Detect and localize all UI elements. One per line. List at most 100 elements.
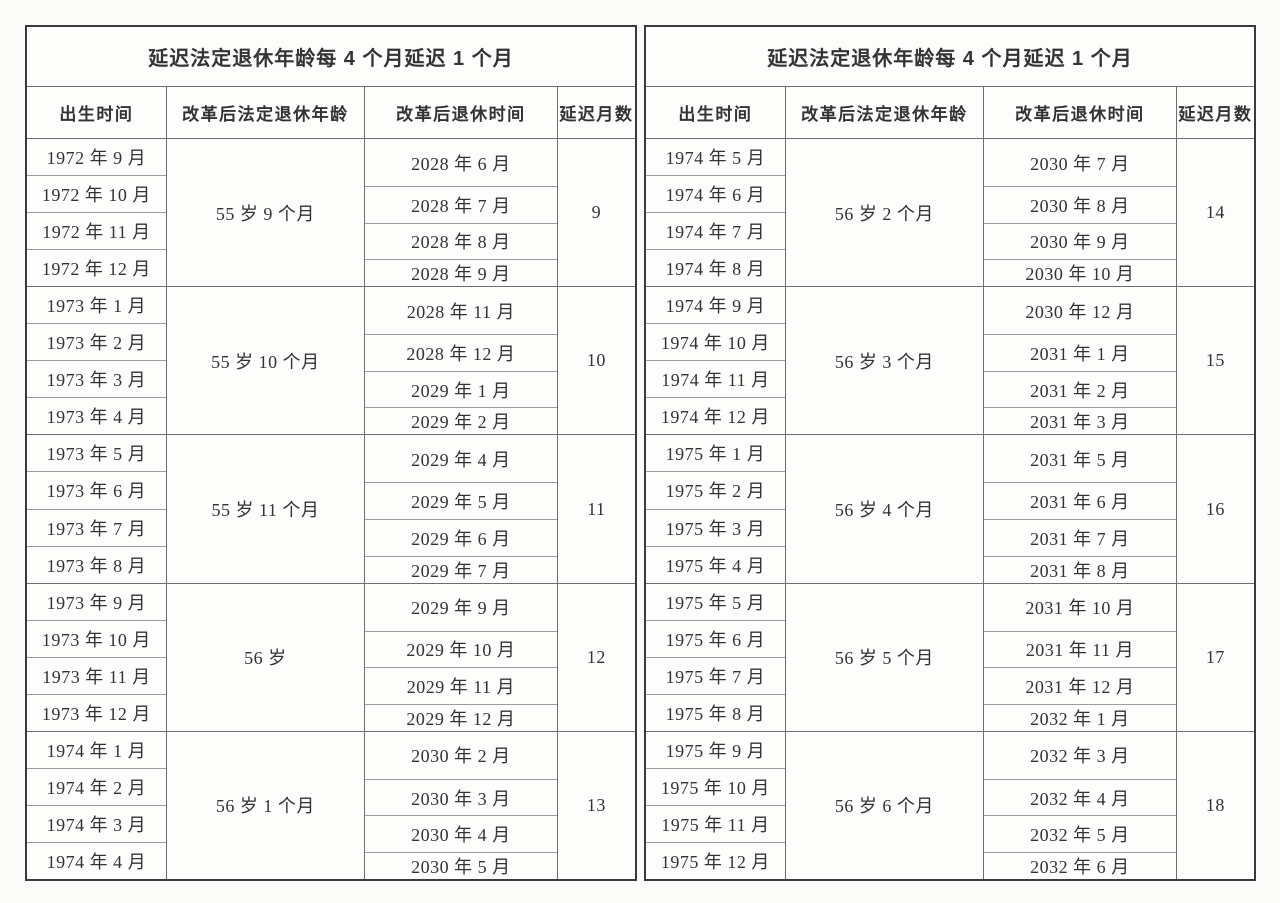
retirement-age-column: 56 岁 6 个月 (786, 731, 985, 880)
header-statutory-retirement-age: 改革后法定退休年龄 (786, 87, 985, 138)
table-group-row: 1974 年 1 月 1974 年 2 月 1974 年 3 月 1974 年 4 月… (27, 731, 635, 880)
retirement-month-cell: 2032 年 6 月 (1030, 857, 1130, 878)
delay-months-cell: 18 (1205, 794, 1225, 815)
retirement-month-cell: 2030 年 7 月 (984, 139, 1176, 187)
retirement-month-cell: 2032 年 1 月 (1030, 708, 1130, 729)
retirement-month-cell: 2030 年 4 月 (365, 816, 557, 854)
header-retirement-time: 改革后退休时间 (365, 87, 558, 138)
retirement-month-cell: 2032 年 3 月 (984, 732, 1176, 780)
delay-months-column: 14 (1177, 139, 1254, 286)
birth-month-column: 1973 年 9 月 1973 年 10 月 1973 年 11 月 1973 年 1… (27, 583, 167, 731)
birth-month-column: 1975 年 1 月 1975 年 2 月 1975 年 3 月 1975 年 4 月 (646, 435, 786, 583)
birth-month-cell: 1973 年 3 月 (27, 361, 166, 399)
birth-month-cell: 1972 年 10 月 (27, 176, 166, 214)
delay-months-column: 12 (558, 584, 635, 731)
delay-months-cell: 12 (586, 646, 606, 667)
retirement-month-cell: 2029 年 12 月 (406, 708, 516, 729)
birth-month-column: 1974 年 9 月 1974 年 10 月 1974 年 11 月 1974 年 1… (646, 287, 786, 435)
retirement-month-cell: 2028 年 12 月 (365, 335, 557, 372)
header-retirement-time: 改革后退休时间 (984, 87, 1177, 138)
retirement-month-column: 2032 年 3 月 2032 年 4 月 2032 年 5 月 2032 年 6 月 (984, 731, 1177, 880)
retirement-month-cell: 2032 年 4 月 (984, 780, 1176, 817)
table-group-row: 1974 年 9 月 1974 年 10 月 1974 年 11 月 1974 年 1… (646, 287, 1254, 436)
birth-month-cell: 1975 年 6 月 (646, 621, 785, 658)
retirement-month-cell: 2029 年 10 月 (365, 632, 557, 669)
retirement-month-cell: 2029 年 11 月 (365, 668, 557, 705)
birth-month-column: 1973 年 1 月 1973 年 2 月 1973 年 3 月 1973 年 4 月 (27, 287, 167, 435)
birth-month-cell: 1972 年 9 月 (27, 139, 166, 177)
delay-months-cell: 11 (587, 498, 606, 519)
retirement-age-column: 56 岁 4 个月 (786, 435, 985, 583)
birth-month-cell: 1973 年 5 月 (27, 435, 166, 473)
retirement-month-cell: 2028 年 7 月 (365, 187, 557, 224)
retirement-month-cell: 2031 年 7 月 (984, 520, 1176, 557)
retirement-month-column: 2030 年 2 月 2030 年 3 月 2030 年 4 月 2030 年 5 月 (365, 731, 558, 880)
retirement-age-cell: 56 岁 1 个月 (215, 796, 315, 817)
birth-month-cell: 1974 年 4 月 (46, 851, 147, 872)
retirement-month-cell: 2030 年 9 月 (984, 224, 1176, 261)
retirement-age-cell: 55 岁 10 个月 (211, 351, 320, 372)
birth-month-column: 1972 年 9 月 1972 年 10 月 1972 年 11 月 1972 年 1… (27, 139, 167, 287)
delay-months-column: 9 (558, 139, 635, 286)
birth-month-cell: 1973 年 10 月 (27, 621, 166, 658)
header-delay-months: 延迟月数 (559, 105, 634, 124)
table-group-row: 1975 年 1 月 1975 年 2 月 1975 年 3 月 1975 年 4 月… (646, 435, 1254, 584)
birth-month-column: 1975 年 5 月 1975 年 6 月 1975 年 7 月 1975 年 8 月 (646, 583, 786, 731)
retirement-month-cell: 2031 年 12 月 (984, 668, 1176, 705)
retirement-month-cell: 2029 年 6 月 (365, 520, 557, 557)
birth-month-cell: 1974 年 8 月 (665, 259, 766, 280)
table-group-row: 1974 年 5 月 1974 年 6 月 1974 年 7 月 1974 年 8 月… (646, 139, 1254, 288)
retirement-month-cell: 2031 年 3 月 (1030, 412, 1130, 433)
delay-months-cell: 15 (1205, 350, 1225, 371)
birth-month-cell: 1973 年 2 月 (27, 324, 166, 362)
retirement-age-cell: 56 岁 5 个月 (834, 648, 934, 669)
birth-month-cell: 1975 年 9 月 (646, 732, 785, 769)
table-header-row: 出生时间 改革后法定退休年龄 改革后退休时间 延迟月数 (646, 87, 1254, 139)
retirement-age-column: 56 岁 (167, 583, 366, 731)
retirement-month-column: 2028 年 6 月 2028 年 7 月 2028 年 8 月 2028 年 9 月 (365, 139, 558, 287)
retirement-age-cell: 56 岁 (244, 648, 287, 669)
header-delay-months: 延迟月数 (1178, 105, 1253, 124)
retirement-month-cell: 2030 年 12 月 (984, 287, 1176, 336)
retirement-month-cell: 2031 年 6 月 (984, 483, 1176, 521)
retirement-month-column: 2030 年 12 月 2031 年 1 月 2031 年 2 月 2031 年 3 … (984, 287, 1177, 435)
table-group-row: 1973 年 9 月 1973 年 10 月 1973 年 11 月 1973 年 1… (27, 583, 635, 732)
delay-months-column: 11 (558, 435, 635, 582)
table-group-row: 1973 年 5 月 1973 年 6 月 1973 年 7 月 1973 年 8 月… (27, 435, 635, 584)
table-group-row: 1975 年 9 月 1975 年 10 月 1975 年 11 月 1975 年 1… (646, 731, 1254, 880)
table-group-row: 1973 年 1 月 1973 年 2 月 1973 年 3 月 1973 年 4 月… (27, 287, 635, 436)
retirement-age-column: 56 岁 1 个月 (167, 731, 366, 880)
retirement-month-cell: 2029 年 4 月 (365, 435, 557, 484)
retirement-age-column: 56 岁 2 个月 (786, 139, 985, 287)
retirement-month-cell: 2030 年 8 月 (984, 187, 1176, 224)
delay-months-column: 13 (558, 732, 635, 879)
birth-month-cell: 1974 年 9 月 (646, 287, 785, 325)
birth-month-cell: 1975 年 11 月 (646, 806, 785, 843)
delay-months-column: 10 (558, 287, 635, 434)
table-group-row: 1972 年 9 月 1972 年 10 月 1972 年 11 月 1972 年 1… (27, 139, 635, 288)
retirement-month-column: 2028 年 11 月 2028 年 12 月 2029 年 1 月 2029 年 2… (365, 287, 558, 435)
retirement-age-column: 56 岁 5 个月 (786, 583, 985, 731)
retirement-age-cell: 56 岁 6 个月 (834, 796, 934, 817)
birth-month-cell: 1975 年 12 月 (660, 851, 770, 872)
retirement-age-cell: 55 岁 11 个月 (211, 500, 320, 520)
retirement-month-column: 2031 年 10 月 2031 年 11 月 2031 年 12 月 2032 年 … (984, 583, 1177, 731)
birth-month-cell: 1972 年 12 月 (41, 259, 151, 280)
birth-month-cell: 1974 年 5 月 (646, 139, 785, 177)
birth-month-cell: 1974 年 2 月 (27, 769, 166, 806)
retirement-month-cell: 2028 年 6 月 (365, 139, 557, 187)
table-group-row: 1975 年 5 月 1975 年 6 月 1975 年 7 月 1975 年 8 月… (646, 583, 1254, 732)
birth-month-column: 1974 年 5 月 1974 年 6 月 1974 年 7 月 1974 年 8 月 (646, 139, 786, 287)
birth-month-cell: 1975 年 1 月 (646, 435, 785, 473)
birth-month-column: 1975 年 9 月 1975 年 10 月 1975 年 11 月 1975 年 1… (646, 731, 786, 880)
header-statutory-retirement-age: 改革后法定退休年龄 (167, 87, 366, 138)
retirement-month-cell: 2028 年 11 月 (365, 287, 557, 336)
retirement-month-cell: 2028 年 8 月 (365, 224, 557, 261)
retirement-month-cell: 2029 年 2 月 (411, 412, 511, 433)
birth-month-cell: 1975 年 8 月 (665, 703, 766, 724)
retirement-month-column: 2031 年 5 月 2031 年 6 月 2031 年 7 月 2031 年 8 月 (984, 435, 1177, 583)
retirement-age-cell: 55 岁 9 个月 (215, 203, 315, 224)
birth-month-cell: 1973 年 1 月 (27, 287, 166, 325)
birth-month-cell: 1974 年 6 月 (646, 176, 785, 214)
